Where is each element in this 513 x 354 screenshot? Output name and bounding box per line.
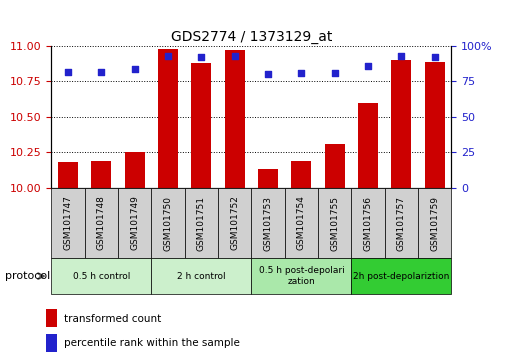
Text: percentile rank within the sample: percentile rank within the sample bbox=[64, 338, 240, 348]
Bar bbox=[385, 188, 418, 258]
Point bbox=[364, 63, 372, 69]
Text: 2h post-depolariztion: 2h post-depolariztion bbox=[353, 272, 449, 281]
Bar bbox=[251, 258, 351, 294]
Text: GSM101756: GSM101756 bbox=[364, 195, 372, 251]
Point bbox=[264, 72, 272, 77]
Bar bbox=[358, 103, 378, 188]
Title: GDS2774 / 1373129_at: GDS2774 / 1373129_at bbox=[171, 30, 332, 44]
Text: GSM101754: GSM101754 bbox=[297, 195, 306, 251]
Point bbox=[64, 69, 72, 74]
Point bbox=[230, 53, 239, 59]
Bar bbox=[391, 60, 411, 188]
Text: transformed count: transformed count bbox=[64, 314, 162, 324]
Bar bbox=[291, 161, 311, 188]
Bar bbox=[351, 188, 385, 258]
Point bbox=[197, 55, 205, 60]
Bar bbox=[191, 63, 211, 188]
Bar bbox=[51, 188, 85, 258]
Bar bbox=[318, 188, 351, 258]
Point bbox=[130, 66, 139, 72]
Bar bbox=[151, 258, 251, 294]
Bar bbox=[158, 49, 178, 188]
Bar bbox=[46, 334, 57, 352]
Bar bbox=[118, 188, 151, 258]
Bar bbox=[258, 169, 278, 188]
Text: GSM101759: GSM101759 bbox=[430, 195, 439, 251]
Bar bbox=[225, 50, 245, 188]
Bar bbox=[58, 162, 78, 188]
Point bbox=[97, 69, 106, 74]
Bar bbox=[185, 188, 218, 258]
Text: GSM101753: GSM101753 bbox=[264, 195, 272, 251]
Bar bbox=[51, 258, 151, 294]
Text: GSM101747: GSM101747 bbox=[64, 195, 72, 251]
Point bbox=[297, 70, 305, 76]
Point bbox=[330, 70, 339, 76]
Bar bbox=[418, 188, 451, 258]
Text: GSM101750: GSM101750 bbox=[164, 195, 172, 251]
Point bbox=[430, 55, 439, 60]
Bar bbox=[91, 161, 111, 188]
Point bbox=[397, 53, 405, 59]
Bar bbox=[285, 188, 318, 258]
Text: GSM101749: GSM101749 bbox=[130, 195, 139, 251]
Text: GSM101748: GSM101748 bbox=[97, 195, 106, 251]
Bar bbox=[46, 309, 57, 327]
Text: 0.5 h control: 0.5 h control bbox=[73, 272, 130, 281]
Bar bbox=[325, 144, 345, 188]
Bar bbox=[125, 152, 145, 188]
Bar bbox=[218, 188, 251, 258]
Bar bbox=[85, 188, 118, 258]
Text: 0.5 h post-depolari
zation: 0.5 h post-depolari zation bbox=[259, 267, 344, 286]
Text: GSM101751: GSM101751 bbox=[197, 195, 206, 251]
Text: 2 h control: 2 h control bbox=[177, 272, 226, 281]
Text: GSM101757: GSM101757 bbox=[397, 195, 406, 251]
Bar bbox=[425, 62, 445, 188]
Bar bbox=[351, 258, 451, 294]
Bar bbox=[151, 188, 185, 258]
Point bbox=[164, 53, 172, 59]
Bar bbox=[251, 188, 285, 258]
Text: GSM101755: GSM101755 bbox=[330, 195, 339, 251]
Text: GSM101752: GSM101752 bbox=[230, 195, 239, 251]
Text: protocol: protocol bbox=[5, 271, 50, 281]
